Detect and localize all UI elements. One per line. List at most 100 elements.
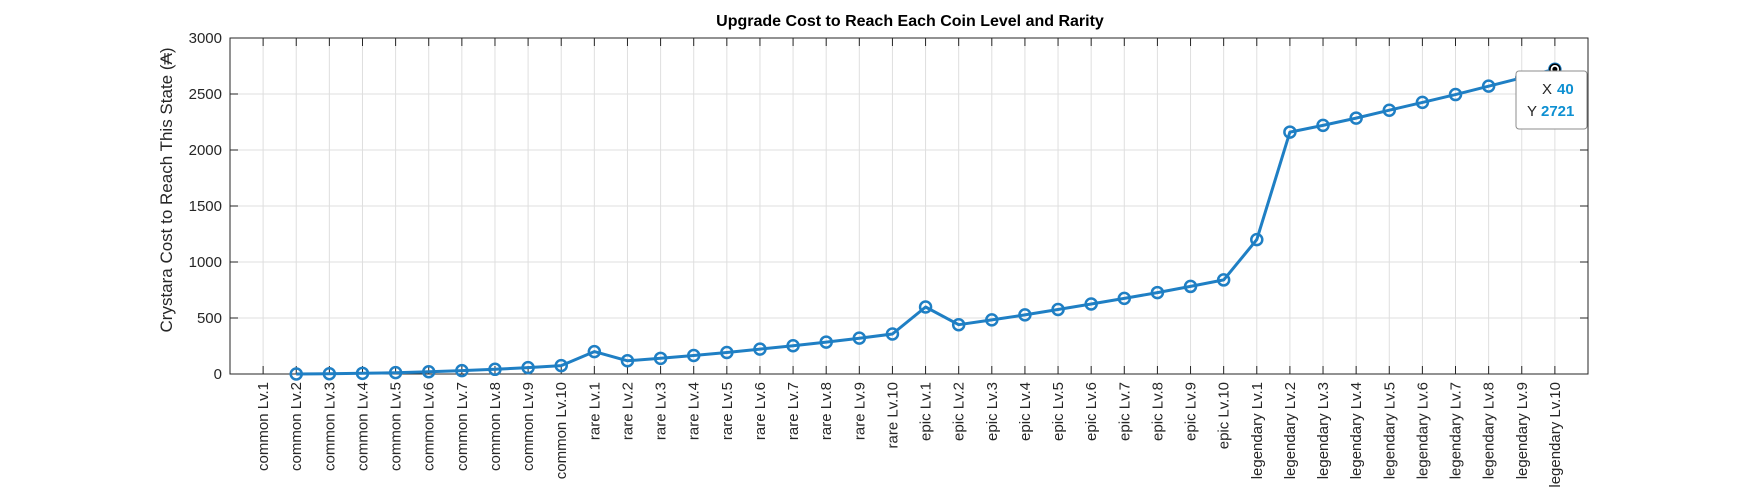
- data-point: [686, 348, 701, 363]
- x-tick-label: common Lv.9: [520, 382, 537, 471]
- data-point: [388, 365, 403, 380]
- x-tick-label: rare Lv.1: [586, 382, 603, 440]
- data-tip-box: [1515, 70, 1588, 130]
- data-point: [455, 363, 469, 378]
- data-series: [289, 62, 1562, 381]
- y-tick-label: 2000: [189, 142, 222, 159]
- x-tick-label: rare Lv.6: [752, 382, 769, 440]
- x-tick-label: epic Lv.5: [1050, 382, 1067, 441]
- data-tip-y-value: 2721: [1541, 103, 1574, 120]
- data-point: [620, 354, 635, 368]
- data-point: [1150, 285, 1165, 300]
- data-point: [587, 344, 602, 359]
- data-point: [985, 313, 999, 327]
- x-tick-label: legendary Lv.8: [1481, 382, 1498, 479]
- data-point: [918, 300, 933, 314]
- x-tick-label: common Lv.5: [388, 382, 405, 471]
- x-tick-label: common Lv.4: [354, 382, 371, 471]
- data-point: [1216, 273, 1231, 287]
- data-point: [852, 331, 867, 345]
- data-point: [653, 351, 668, 366]
- data-point: [1415, 95, 1430, 110]
- x-tick-label: rare Lv.3: [653, 382, 670, 440]
- x-tick-label: common Lv.3: [321, 382, 338, 471]
- x-tick-label: legendary Lv.1: [1249, 382, 1266, 479]
- x-tick-label: epic Lv.4: [1017, 382, 1034, 441]
- data-point: [355, 366, 370, 381]
- x-tick-label: legendary Lv.2: [1282, 382, 1299, 479]
- x-tick-label: epic Lv.7: [1116, 382, 1133, 441]
- data-point: [554, 358, 568, 373]
- data-point: [488, 362, 502, 377]
- grid-lines: [230, 37, 1588, 375]
- data-point: [753, 342, 767, 356]
- x-tick-label: common Lv.8: [487, 382, 504, 471]
- x-tick-label: legendary Lv.9: [1514, 382, 1531, 479]
- x-tick-label: rare Lv.9: [851, 382, 868, 440]
- x-tick-label: rare Lv.10: [884, 382, 901, 448]
- x-tick-label: legendary Lv.4: [1348, 382, 1365, 479]
- data-tip-y-label: Y: [1527, 103, 1537, 120]
- data-point: [720, 345, 734, 360]
- chart-title: Upgrade Cost to Reach Each Coin Level an…: [716, 13, 1104, 30]
- data-point: [819, 335, 833, 349]
- tick-labels: 0 500 1000 1500 2000 2500 3000 common Lv.1 commo…: [189, 30, 1564, 488]
- x-tick-label: rare Lv.7: [785, 382, 802, 440]
- data-point: [322, 367, 337, 381]
- x-tick-label: rare Lv.4: [686, 382, 703, 440]
- x-tick-label: epic Lv.3: [984, 382, 1001, 441]
- x-tick-label: legendary Lv.10: [1547, 382, 1564, 488]
- y-tick-label: 500: [197, 310, 222, 327]
- data-point: [1382, 103, 1397, 117]
- x-tick-label: epic Lv.8: [1149, 382, 1166, 441]
- data-point: [1018, 308, 1032, 322]
- data-point: [885, 327, 900, 341]
- data-point: [1084, 297, 1098, 311]
- data-point: [1283, 125, 1297, 139]
- data-tip[interactable]: X 40 Y 2721: [1515, 63, 1588, 130]
- data-point: [1250, 232, 1264, 247]
- data-point: [1316, 118, 1330, 133]
- x-tick-label: legendary Lv.7: [1448, 382, 1465, 479]
- data-point: [1183, 279, 1198, 294]
- y-tick-label: 1000: [189, 254, 222, 271]
- data-point: [1117, 291, 1132, 306]
- data-point: [1448, 87, 1463, 102]
- y-tick-label: 2500: [189, 86, 222, 103]
- x-tick-label: epic Lv.10: [1216, 382, 1233, 449]
- data-point: [421, 365, 436, 379]
- data-point: [1481, 79, 1496, 93]
- x-tick-label: epic Lv.6: [1083, 382, 1100, 441]
- y-tick-label: 0: [214, 366, 222, 383]
- x-tick-label: rare Lv.5: [719, 382, 736, 440]
- series-line: [296, 67, 1556, 376]
- x-tick-label: rare Lv.8: [818, 382, 835, 440]
- y-tick-label: 1500: [189, 198, 222, 215]
- x-tick-label: common Lv.7: [454, 382, 471, 471]
- x-tick-label: epic Lv.2: [951, 382, 968, 441]
- x-tick-label: common Lv.2: [288, 382, 305, 471]
- y-tick-label: 3000: [189, 30, 222, 47]
- x-tick-label: common Lv.6: [421, 382, 438, 471]
- x-tick-label: common Lv.10: [553, 382, 570, 479]
- data-point: [289, 367, 303, 381]
- data-tip-dot: [1552, 66, 1558, 72]
- x-tick-label: epic Lv.9: [1183, 382, 1200, 441]
- data-tip-x-label: X: [1542, 81, 1552, 98]
- data-point: [1051, 302, 1065, 317]
- y-axis-label: Crystara Cost to Reach This State (₳): [157, 47, 176, 332]
- x-tick-label: epic Lv.1: [918, 382, 935, 441]
- data-point: [1349, 111, 1363, 125]
- axes: [229, 37, 1589, 375]
- data-point: [521, 360, 535, 375]
- x-tick-label: legendary Lv.5: [1381, 382, 1398, 479]
- x-tick-label: common Lv.1: [255, 382, 272, 471]
- data-point: [786, 339, 800, 353]
- data-tip-x-value: 40: [1557, 81, 1574, 98]
- plot-frame: [229, 37, 1589, 375]
- x-tick-label: rare Lv.2: [619, 382, 636, 440]
- x-tick-label: legendary Lv.6: [1414, 382, 1431, 479]
- x-tick-label: legendary Lv.3: [1315, 382, 1332, 479]
- data-point: [951, 317, 966, 332]
